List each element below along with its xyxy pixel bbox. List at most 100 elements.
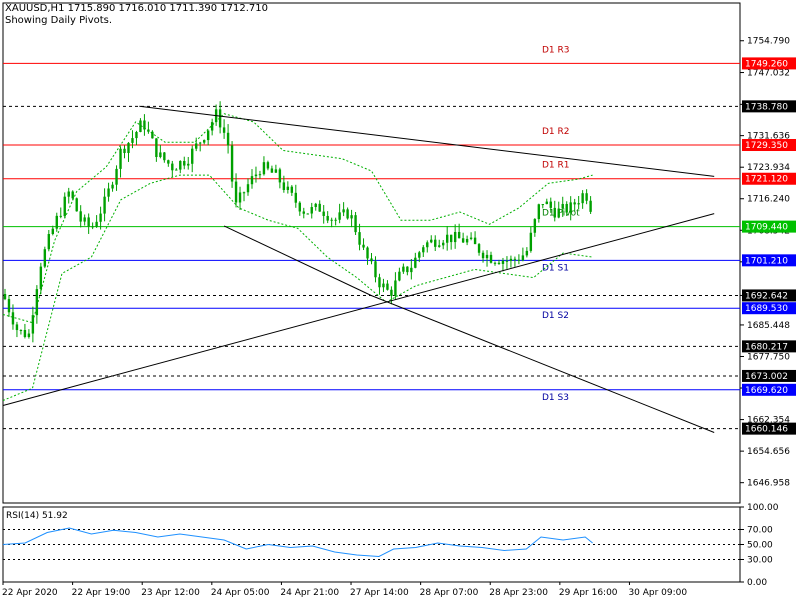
candle-body-39 [159, 152, 162, 158]
candle-body-144 [577, 203, 580, 205]
candle-body-73 [294, 192, 298, 203]
candle-body-134 [537, 204, 541, 220]
dashed-level-tag-4: 1660.146 [745, 425, 788, 435]
candle-body-70 [282, 182, 286, 190]
y-tick-label-4: 1723.934 [747, 163, 790, 173]
candle-body-129 [517, 259, 521, 261]
pivot-tag-5: 1689.530 [745, 304, 788, 314]
pivot-tag-bg-1 [742, 139, 796, 152]
candle-body-63 [254, 174, 258, 177]
candle-body-18 [75, 198, 78, 212]
candle-body-140 [561, 203, 564, 209]
candle-body-9 [39, 266, 43, 290]
candle-body-95 [382, 283, 385, 288]
pivot-tag-bg-0 [742, 57, 796, 70]
candle-body-67 [270, 168, 274, 173]
x-tick-label-6: 28 Apr 07:00 [420, 588, 479, 598]
candle-body-62 [250, 176, 254, 185]
candle-body-24 [99, 213, 102, 222]
candle-body-80 [322, 211, 325, 216]
y-tick-label-13: 1654.656 [747, 447, 790, 457]
y-tick-label-0: 1754.790 [747, 37, 790, 47]
candle-body-118 [473, 237, 477, 245]
y-tick-label-3: 1731.636 [747, 132, 790, 142]
candle-body-26 [107, 188, 110, 197]
candle-body-110 [442, 242, 445, 246]
candle-body-16 [67, 191, 70, 197]
candle-body-103 [414, 257, 417, 268]
dashed-level-tag-3: 1673.002 [745, 372, 788, 382]
lower-band [2, 174, 593, 401]
candle-body-142 [569, 202, 572, 213]
candle-body-138 [553, 207, 556, 218]
candle-body-47 [191, 148, 194, 164]
candle-body-15 [63, 196, 66, 217]
candle-body-146 [585, 193, 588, 201]
candle-body-1 [7, 299, 11, 313]
pivot-label-4: D1 S1 [542, 263, 569, 273]
candle-body-61 [246, 184, 250, 193]
candle-body-40 [163, 152, 166, 161]
pivot-tag-6: 1669.620 [745, 386, 788, 396]
candle-body-97 [390, 289, 393, 296]
candle-body-13 [55, 215, 58, 229]
candle-body-33 [135, 132, 138, 139]
candle-body-81 [326, 215, 329, 221]
pivot-tag-bg-5 [742, 302, 796, 315]
candle-body-4 [19, 329, 23, 331]
trendline-upper-resistance [139, 105, 715, 177]
candle-body-10 [43, 249, 47, 267]
candle-body-85 [342, 209, 345, 213]
rsi-label: RSI(14) 51.92 [6, 511, 68, 521]
candle-body-44 [179, 160, 182, 170]
dashed-level-tag-bg-2 [742, 340, 796, 353]
candle-body-124 [497, 262, 501, 264]
candle-body-91 [366, 247, 369, 259]
candle-body-96 [386, 283, 389, 290]
candle-body-49 [198, 142, 202, 144]
candle-body-0 [3, 293, 7, 300]
rsi-tick-label-3: 30.00 [747, 556, 773, 566]
candle-body-86 [346, 209, 349, 219]
candle-body-14 [59, 215, 62, 217]
candle-body-120 [481, 252, 485, 259]
candle-body-108 [434, 239, 437, 247]
y-tick-label-1: 1747.032 [747, 69, 790, 79]
candle-body-71 [286, 186, 290, 190]
candle-body-12 [51, 228, 54, 235]
candle-body-87 [350, 215, 353, 219]
candle-body-60 [242, 192, 246, 194]
x-tick-label-0: 22 Apr 2020 [2, 588, 58, 598]
candle-body-107 [430, 239, 433, 243]
trendline-falling-line [371, 295, 715, 433]
candle-body-74 [298, 202, 301, 212]
candle-body-6 [27, 333, 31, 338]
candle-body-66 [266, 162, 270, 169]
candle-body-31 [127, 142, 130, 154]
candle-body-131 [525, 250, 529, 256]
candle-body-94 [378, 277, 381, 288]
candle-body-137 [549, 201, 552, 208]
candle-body-59 [238, 192, 242, 203]
dashed-level-tag-bg-1 [742, 289, 796, 302]
candle-body-34 [139, 120, 142, 133]
candle-body-112 [449, 234, 453, 243]
candle-body-23 [95, 221, 98, 227]
pivot-label-2: D1 R1 [542, 161, 570, 171]
rsi-tick-label-0: 100.00 [747, 503, 779, 513]
candle-body-54 [218, 109, 222, 128]
pivot-tag-2: 1721.120 [745, 175, 788, 185]
candle-body-115 [461, 238, 465, 243]
candle-body-78 [314, 203, 317, 208]
candle-body-147 [589, 200, 592, 212]
pivot-tag-1: 1729.350 [745, 141, 788, 151]
candle-body-28 [115, 168, 118, 185]
candle-body-11 [47, 234, 51, 250]
candle-body-98 [394, 280, 397, 296]
rsi-tick-label-1: 70.00 [747, 526, 773, 536]
dashed-level-tag-bg-0 [742, 100, 796, 113]
candle-body-3 [15, 324, 19, 331]
x-tick-label-2: 23 Apr 12:00 [141, 588, 200, 598]
pivot-label-1: D1 R2 [542, 127, 570, 137]
